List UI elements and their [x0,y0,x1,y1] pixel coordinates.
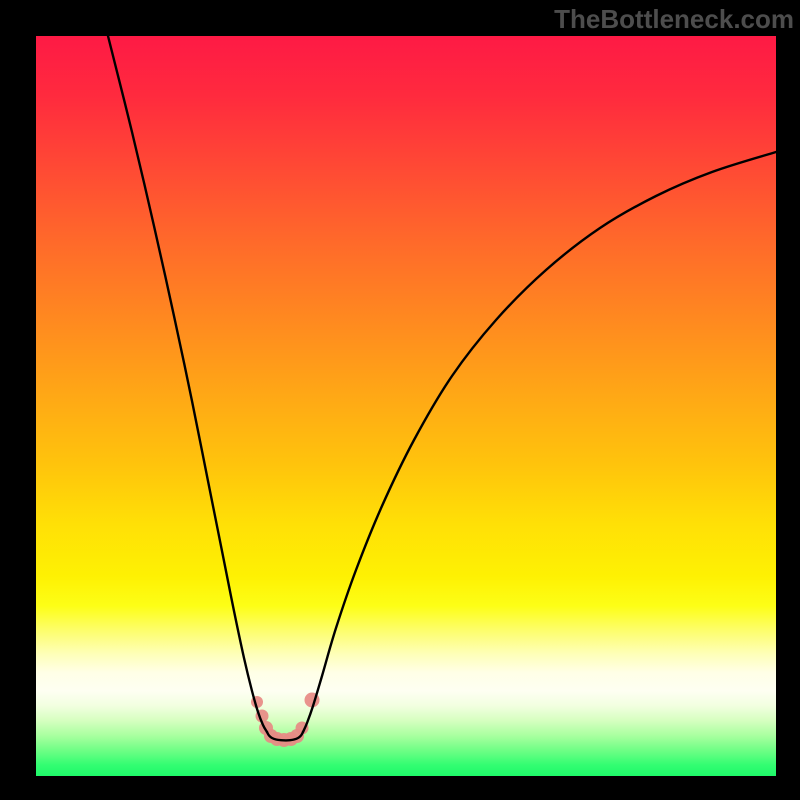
curve-left [108,36,267,732]
watermark-text: TheBottleneck.com [554,4,794,35]
curve-right [303,152,776,732]
curve-layer [0,0,800,800]
figure-root: TheBottleneck.com [0,0,800,800]
